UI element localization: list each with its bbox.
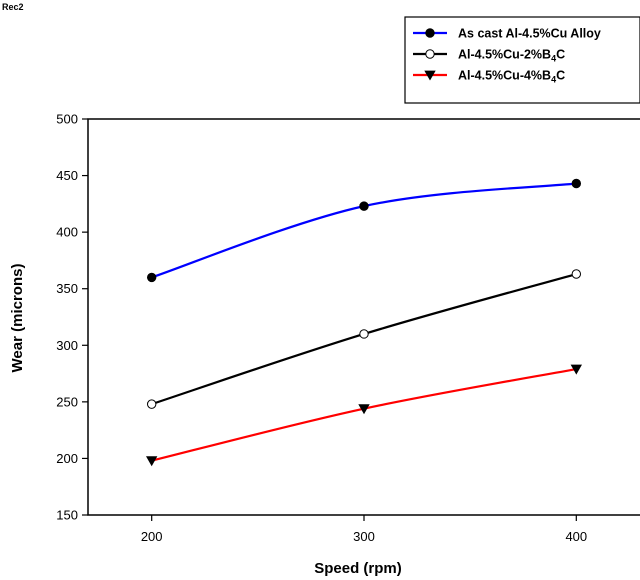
legend-marker: [425, 49, 435, 59]
legend-label-tail: C: [556, 48, 565, 62]
legend-marker: [424, 70, 436, 81]
legend: As cast Al-4.5%Cu AlloyAl-4.5%Cu-2%B4CAl…: [404, 16, 640, 104]
series-line: [151, 182, 577, 279]
data-point: [146, 399, 157, 409]
y-tick-label: 250: [56, 394, 78, 409]
y-tick-label: 500: [56, 112, 78, 127]
x-tick-label: 400: [565, 529, 587, 544]
y-tick-label: 200: [56, 451, 78, 466]
legend-label: Al-4.5%Cu-2%B4C: [458, 48, 565, 64]
x-tick-label: 200: [141, 529, 163, 544]
data-point: [571, 178, 582, 189]
data-point: [571, 269, 582, 279]
legend-label-main: Al-4.5%Cu-4%B: [458, 69, 551, 83]
corner-label: Rec2: [2, 2, 24, 12]
legend-label-tail: C: [556, 69, 565, 83]
legend-box: [404, 16, 640, 104]
legend-label-subscript: 4: [551, 54, 556, 64]
legend-label-subscript: 4: [551, 75, 556, 85]
plot-border: [87, 118, 640, 516]
y-tick-label: 350: [56, 281, 78, 296]
legend-label: Al-4.5%Cu-4%B4C: [458, 69, 565, 85]
x-axis: 200 300 400: [141, 515, 587, 544]
series-1: [146, 178, 582, 283]
legend-label-main: As cast Al-4.5%Cu Alloy: [458, 27, 601, 41]
legend-label-main: Al-4.5%Cu-2%B: [458, 48, 551, 62]
series-3: [146, 364, 582, 467]
legend-label: As cast Al-4.5%Cu Alloy: [458, 27, 601, 41]
x-axis-title: Speed (rpm): [314, 560, 402, 577]
y-tick-label: 150: [56, 508, 78, 523]
data-point: [146, 272, 157, 283]
y-tick-label: 400: [56, 225, 78, 240]
series-line: [151, 272, 577, 406]
data-point: [570, 364, 582, 375]
series-2: [146, 269, 582, 409]
data-point: [359, 329, 369, 339]
plot-frame: [87, 118, 640, 516]
y-axis-title: Wear (microns): [9, 264, 26, 373]
data-point: [358, 404, 370, 415]
legend-item-1: As cast Al-4.5%Cu Alloy: [413, 27, 601, 41]
data-point: [359, 201, 369, 211]
data-point: [146, 456, 158, 467]
series-layer: [146, 178, 582, 467]
y-tick-label: 300: [56, 338, 78, 353]
legend-item-3: Al-4.5%Cu-4%B4C: [413, 69, 565, 85]
y-axis: 150 200 250 300 350 400 450 500: [56, 112, 88, 523]
x-tick-label: 300: [353, 529, 375, 544]
legend-item-2: Al-4.5%Cu-2%B4C: [413, 48, 565, 64]
y-tick-label: 450: [56, 168, 78, 183]
legend-marker: [425, 28, 435, 38]
